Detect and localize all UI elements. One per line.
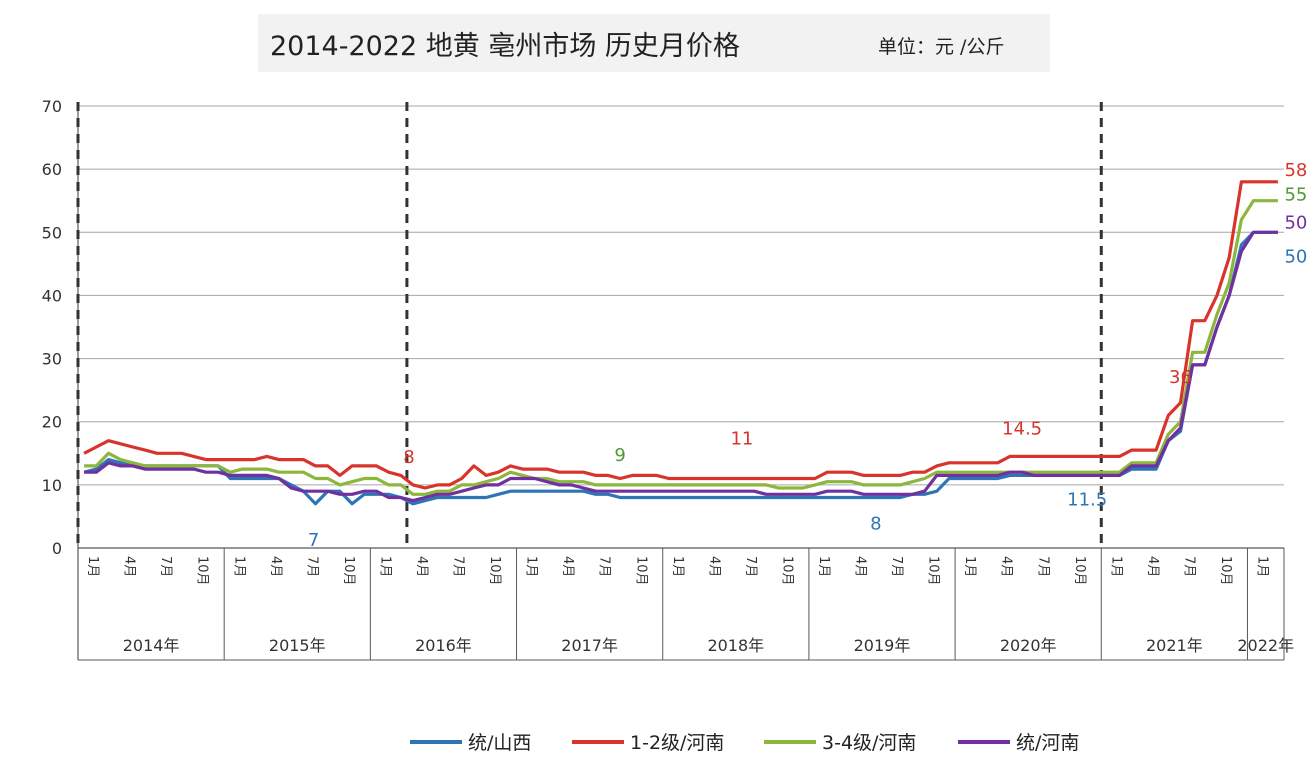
data-label: 50 — [1284, 212, 1307, 233]
month-tick-label: 1月 — [1255, 556, 1270, 577]
grid-lines — [78, 105, 1284, 486]
y-tick-label: 10 — [42, 476, 62, 495]
year-label: 2018年 — [707, 636, 764, 655]
data-label: 14.5 — [1002, 418, 1042, 439]
legend-label: 统/山西 — [468, 732, 531, 754]
month-tick-label: 1月 — [816, 556, 831, 577]
series-lines — [83, 180, 1278, 506]
year-label: 2021年 — [1146, 636, 1203, 655]
data-label: 36 — [1169, 367, 1192, 388]
data-label: 50 — [1284, 246, 1307, 267]
legend: 统/山西 1-2级/河南 3-4级/河南 统/河南 — [410, 732, 1079, 754]
month-tick-label: 10月 — [341, 556, 356, 586]
month-tick-label: 4月 — [1145, 556, 1160, 577]
y-tick-label: 30 — [42, 350, 62, 369]
y-tick-label: 40 — [42, 286, 62, 305]
series-line — [83, 230, 1278, 506]
y-tick-label: 60 — [42, 160, 62, 179]
month-tick-label: 7月 — [743, 556, 758, 577]
year-label: 2016年 — [415, 636, 472, 655]
title-box: 2014-2022 地黄 亳州市场 历史月价格 单位：元 /公斤 — [258, 14, 1050, 72]
year-label: 2020年 — [1000, 636, 1057, 655]
year-label: 2022年 — [1237, 636, 1294, 655]
month-tick-label: 4月 — [414, 556, 429, 577]
axes: 0 10 20 30 40 50 60 70 2014年 1月 4月 7月 10月 2015年 1月 4月 7月… — [42, 97, 1294, 661]
month-tick-label: 1月 — [231, 556, 246, 577]
month-tick-label: 7月 — [158, 556, 173, 577]
data-label: 11.5 — [1067, 489, 1107, 510]
data-label: 58 — [1284, 160, 1307, 181]
month-tick-label: 1月 — [524, 556, 539, 577]
month-tick-label: 10月 — [1218, 556, 1233, 586]
y-tick-label: 70 — [42, 97, 62, 116]
month-tick-label: 1月 — [962, 556, 977, 577]
month-tick-label: 4月 — [999, 556, 1014, 577]
month-tick-label: 7月 — [889, 556, 904, 577]
year-label: 2015年 — [269, 636, 326, 655]
chart-title: 2014-2022 地黄 亳州市场 历史月价格 — [270, 31, 740, 62]
month-tick-label: 1月 — [1108, 556, 1123, 577]
month-tick-label: 4月 — [853, 556, 868, 577]
month-tick-label: 4月 — [560, 556, 575, 577]
month-tick-label: 10月 — [926, 556, 941, 586]
data-label: 8 — [870, 513, 881, 534]
month-tick-label: 7月 — [1035, 556, 1050, 577]
month-tick-label: 10月 — [779, 556, 794, 586]
month-tick-label: 10月 — [487, 556, 502, 586]
data-label: 11 — [730, 429, 753, 450]
month-tick-label: 4月 — [706, 556, 721, 577]
month-tick-label: 7月 — [451, 556, 466, 577]
data-label: 55 — [1284, 185, 1307, 206]
legend-label: 统/河南 — [1016, 732, 1079, 754]
y-tick-label: 20 — [42, 413, 62, 432]
chart-unit: 单位：元 /公斤 — [878, 36, 1005, 58]
month-tick-label: 7月 — [597, 556, 612, 577]
month-tick-label: 10月 — [1072, 556, 1087, 586]
month-tick-label: 1月 — [670, 556, 685, 577]
year-label: 2019年 — [854, 636, 911, 655]
month-tick-label: 7月 — [1181, 556, 1196, 577]
year-label: 2017年 — [561, 636, 618, 655]
data-label: 9 — [614, 445, 625, 466]
month-tick-label: 4月 — [122, 556, 137, 577]
series-line — [84, 230, 1278, 503]
series-line — [83, 180, 1278, 490]
month-tick-label: 4月 — [268, 556, 283, 577]
month-tick-label: 10月 — [195, 556, 210, 586]
month-tick-label: 7月 — [304, 556, 319, 577]
legend-label: 3-4级/河南 — [822, 732, 916, 754]
legend-label: 1-2级/河南 — [630, 732, 724, 754]
data-annotations: 58 55 50 50 36 14.5 11.5 11 9 8 8 7 — [308, 160, 1308, 551]
month-tick-label: 1月 — [377, 556, 392, 577]
y-tick-label: 0 — [52, 539, 62, 558]
y-tick-label: 50 — [42, 223, 62, 242]
month-tick-label: 10月 — [633, 556, 648, 586]
month-tick-label: 1月 — [85, 556, 100, 577]
data-label: 7 — [308, 530, 319, 551]
series-line — [84, 199, 1278, 496]
year-label: 2014年 — [123, 636, 180, 655]
data-label: 8 — [403, 447, 414, 468]
